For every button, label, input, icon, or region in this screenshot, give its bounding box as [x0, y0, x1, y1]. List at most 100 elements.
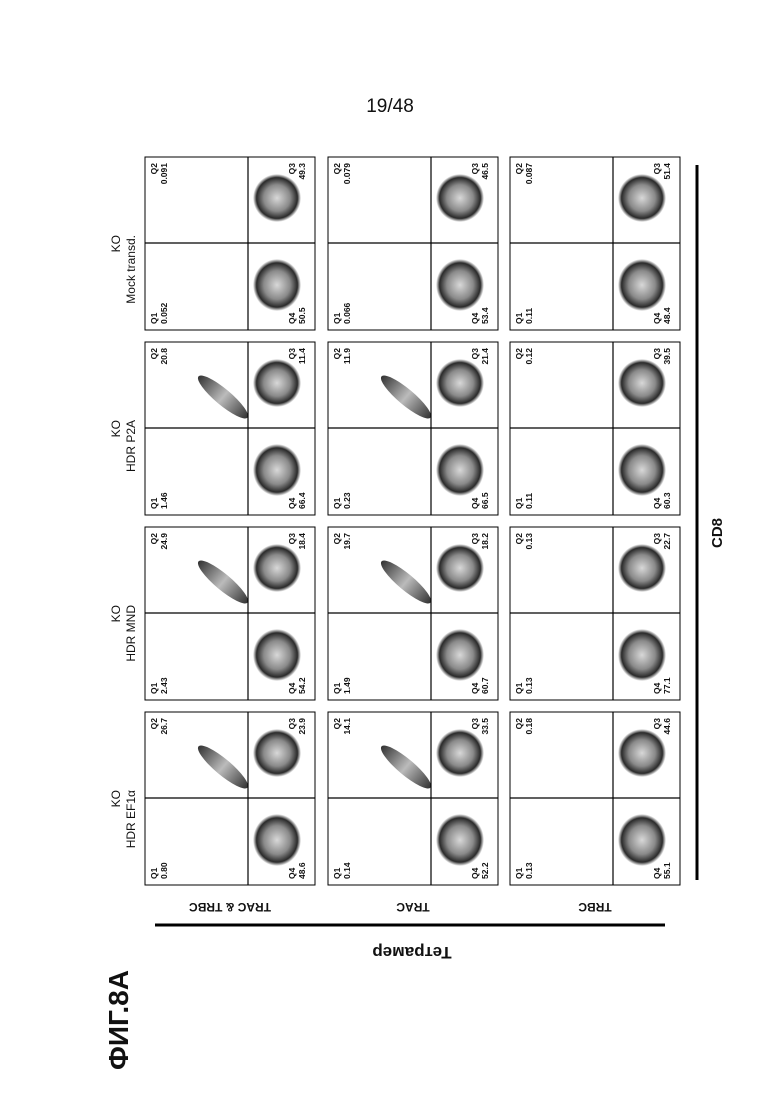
- quadrant-value: 0.13: [524, 677, 534, 694]
- quadrant-label: Q1: [332, 497, 342, 509]
- quadrant-label: Q2: [332, 718, 342, 730]
- cell-population: [618, 814, 666, 866]
- quadrant-label: Q1: [332, 867, 342, 879]
- flow-plot: Q10.052Q20.091Q349.3Q450.5: [145, 157, 315, 330]
- column-header: HDR MND: [124, 605, 138, 662]
- quadrant-label: Q3: [287, 718, 297, 730]
- quadrant-label: Q2: [514, 348, 524, 360]
- quadrant-value: 0.18: [524, 718, 534, 735]
- quadrant-label: Q1: [149, 682, 159, 694]
- cell-population: [436, 814, 484, 866]
- quadrant-label: Q4: [652, 682, 662, 694]
- cell-population: [436, 629, 484, 681]
- quadrant-value: 44.6: [662, 718, 672, 735]
- cell-population: [253, 359, 301, 407]
- quadrant-value: 0.11: [524, 308, 534, 324]
- quadrant-value: 18.2: [480, 533, 490, 550]
- quadrant-label: Q1: [514, 497, 524, 509]
- cell-population: [253, 444, 301, 496]
- column-header: KO: [109, 420, 123, 437]
- quadrant-label: Q1: [514, 682, 524, 694]
- quadrant-value: 77.1: [662, 677, 672, 694]
- quadrant-label: Q1: [514, 312, 524, 324]
- cell-population: [436, 544, 484, 592]
- quadrant-value: 66.4: [297, 492, 307, 509]
- quadrant-value: 0.12: [524, 348, 534, 365]
- quadrant-value: 39.5: [662, 348, 672, 365]
- flow-plot: Q10.13Q20.18Q344.6Q455.1: [510, 712, 680, 885]
- column-header: HDR EF1α: [124, 790, 138, 848]
- quadrant-value: 54.2: [297, 677, 307, 694]
- flow-plot: Q10.13Q20.13Q322.7Q477.1: [510, 527, 680, 700]
- quadrant-label: Q3: [470, 163, 480, 175]
- quadrant-value: 0.091: [159, 163, 169, 185]
- quadrant-label: Q1: [514, 867, 524, 879]
- quadrant-label: Q4: [652, 312, 662, 324]
- column-header: KO: [109, 790, 123, 807]
- quadrant-label: Q3: [470, 533, 480, 545]
- quadrant-label: Q3: [652, 163, 662, 175]
- quadrant-value: 66.5: [480, 492, 490, 509]
- quadrant-value: 0.13: [524, 862, 534, 879]
- quadrant-value: 46.5: [480, 163, 490, 180]
- cell-population: [253, 174, 301, 222]
- figure: ФИГ.8А Тетрамер CD8 KOHDR EF1αKOHDR MNDK…: [103, 157, 726, 1070]
- page: 19/48 ФИГ.8А Тетрамер CD8 KOHDR EF1αKOHD…: [0, 0, 780, 1103]
- flow-plot: Q10.23Q211.9Q321.4Q466.5: [328, 342, 498, 515]
- quadrant-value: 60.7: [480, 677, 490, 694]
- row-label: TRAC: [396, 900, 430, 914]
- y-axis-label: Тетрамер: [372, 943, 451, 962]
- quadrant-label: Q3: [470, 348, 480, 360]
- quadrant-value: 1.49: [342, 677, 352, 694]
- quadrant-label: Q3: [652, 533, 662, 545]
- quadrant-value: 51.4: [662, 163, 672, 180]
- quadrant-label: Q3: [470, 718, 480, 730]
- cell-population: [618, 729, 666, 777]
- quadrant-label: Q3: [652, 718, 662, 730]
- quadrant-label: Q4: [652, 867, 662, 879]
- quadrant-value: 26.7: [159, 718, 169, 735]
- quadrant-value: 0.14: [342, 862, 352, 879]
- quadrant-label: Q4: [287, 312, 297, 324]
- quadrant-value: 55.1: [662, 862, 672, 879]
- quadrant-label: Q2: [332, 163, 342, 175]
- quadrant-value: 0.23: [342, 492, 352, 509]
- quadrant-label: Q1: [149, 867, 159, 879]
- cell-population: [436, 259, 484, 311]
- flow-plot: Q11.49Q219.7Q318.2Q460.7: [328, 527, 498, 700]
- row-label: TRAC & TRBC: [189, 900, 271, 914]
- cell-population: [436, 174, 484, 222]
- quadrant-value: 14.1: [342, 718, 352, 735]
- quadrant-value: 11.9: [342, 348, 352, 364]
- flow-plot: Q10.11Q20.087Q351.4Q448.4: [510, 157, 680, 330]
- quadrant-label: Q4: [287, 497, 297, 509]
- quadrant-value: 1.46: [159, 492, 169, 509]
- quadrant-label: Q1: [149, 312, 159, 324]
- column-header: HDR P2A: [124, 420, 138, 472]
- cell-population: [436, 359, 484, 407]
- quadrant-value: 22.7: [662, 533, 672, 550]
- quadrant-value: 52.2: [480, 862, 490, 879]
- quadrant-value: 53.4: [480, 307, 490, 324]
- column-header: KO: [109, 235, 123, 252]
- cell-population: [618, 259, 666, 311]
- quadrant-value: 19.7: [342, 533, 352, 550]
- x-axis-label: CD8: [709, 518, 726, 548]
- cell-population: [618, 544, 666, 592]
- quadrant-label: Q2: [514, 533, 524, 545]
- cell-population: [618, 174, 666, 222]
- cell-population: [436, 729, 484, 777]
- quadrant-value: 60.3: [662, 492, 672, 509]
- flow-plot: Q10.14Q214.1Q333.5Q452.2: [328, 712, 498, 885]
- cell-population: [618, 444, 666, 496]
- quadrant-value: 48.6: [297, 862, 307, 879]
- cell-population: [253, 259, 301, 311]
- quadrant-value: 18.4: [297, 533, 307, 550]
- cell-population: [253, 814, 301, 866]
- quadrant-label: Q1: [149, 497, 159, 509]
- cell-population: [436, 444, 484, 496]
- quadrant-value: 0.13: [524, 533, 534, 550]
- quadrant-label: Q4: [287, 682, 297, 694]
- quadrant-value: 24.9: [159, 533, 169, 550]
- cell-population: [253, 629, 301, 681]
